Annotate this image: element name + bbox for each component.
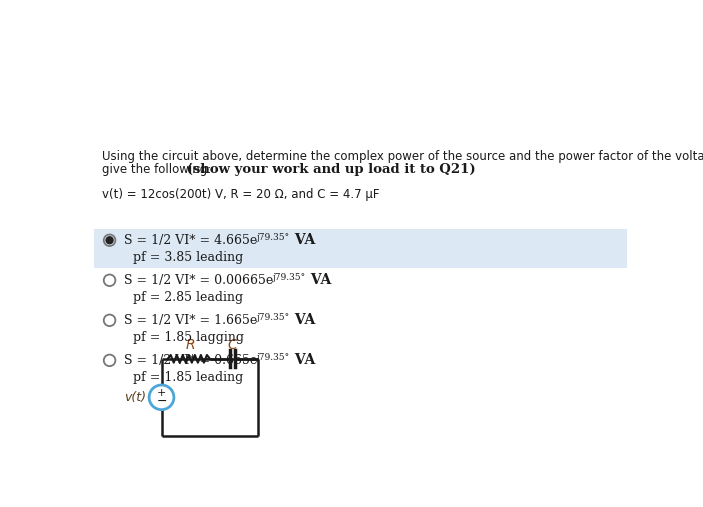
Text: VA: VA (290, 313, 315, 328)
Text: +: + (157, 388, 166, 399)
Text: R: R (186, 338, 195, 352)
Text: S = 1/2 VI* = 0.665e: S = 1/2 VI* = 0.665e (124, 354, 257, 367)
Text: (show your work and up load it to Q21): (show your work and up load it to Q21) (182, 163, 476, 175)
Text: VA: VA (290, 233, 315, 247)
Text: j79.35°: j79.35° (257, 233, 290, 242)
Text: S = 1/2 VI* = 4.665e: S = 1/2 VI* = 4.665e (124, 234, 257, 247)
Text: VA: VA (290, 353, 315, 368)
Text: VA: VA (306, 273, 331, 287)
Text: pf = 1.85 leading: pf = 1.85 leading (133, 371, 243, 384)
Text: pf = 1.85 lagging: pf = 1.85 lagging (133, 331, 244, 344)
Text: give the following:: give the following: (102, 163, 211, 175)
Text: j79.35°: j79.35° (257, 313, 290, 322)
Text: C: C (227, 338, 237, 352)
Text: Using the circuit above, determine the complex power of the source and the power: Using the circuit above, determine the c… (102, 150, 703, 163)
Text: j79.35°: j79.35° (257, 353, 290, 362)
Text: v(t) = 12cos(200t) V, R = 20 Ω, and C = 4.7 μF: v(t) = 12cos(200t) V, R = 20 Ω, and C = … (102, 188, 380, 201)
Text: −: − (156, 394, 167, 408)
FancyBboxPatch shape (94, 230, 626, 268)
Circle shape (106, 237, 113, 244)
Text: j79.35°: j79.35° (273, 273, 306, 282)
Text: S = 1/2 VI* = 0.00665e: S = 1/2 VI* = 0.00665e (124, 274, 273, 287)
Text: pf = 2.85 leading: pf = 2.85 leading (133, 291, 243, 304)
Text: pf = 3.85 leading: pf = 3.85 leading (133, 250, 243, 264)
Text: v(t): v(t) (124, 391, 146, 404)
Text: S = 1/2 VI* = 1.665e: S = 1/2 VI* = 1.665e (124, 314, 257, 327)
